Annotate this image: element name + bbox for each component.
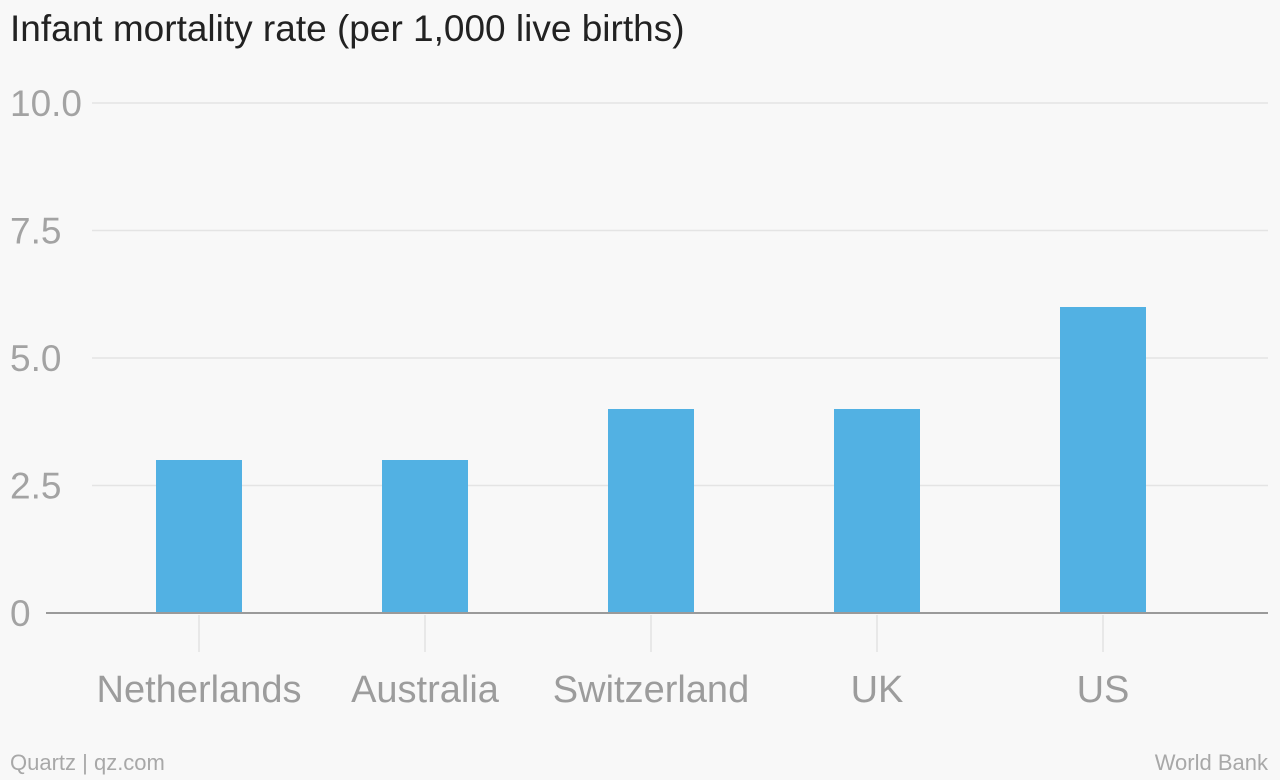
y-tick-label: 2.5 [10,466,61,507]
footer-source: World Bank [1154,750,1268,775]
bar-uk [834,409,920,613]
x-tick-label: Switzerland [553,669,749,711]
bar-australia [382,460,468,613]
y-tick-label: 10.0 [10,83,82,124]
x-tick-label: Netherlands [97,669,302,711]
x-tick-label: UK [851,669,904,711]
y-tick-label: 0 [10,593,31,634]
bars [156,307,1146,613]
x-tick-label: Australia [351,669,500,711]
y-axis-ticks: 0 2.5 5.0 7.5 10.0 [10,83,82,634]
bar-us [1060,307,1146,613]
bar-switzerland [608,409,694,613]
x-tick-label: US [1077,669,1130,711]
y-tick-label: 5.0 [10,338,61,379]
bar-netherlands [156,460,242,613]
x-axis-ticks: Netherlands Australia Switzerland UK US [97,615,1130,711]
chart-title: Infant mortality rate (per 1,000 live bi… [10,8,685,49]
footer-credit: Quartz | qz.com [10,750,165,775]
y-tick-label: 7.5 [10,211,61,252]
